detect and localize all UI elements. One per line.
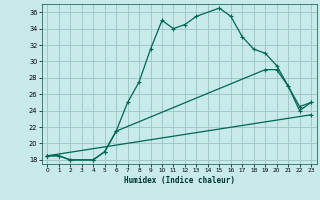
X-axis label: Humidex (Indice chaleur): Humidex (Indice chaleur) — [124, 176, 235, 185]
